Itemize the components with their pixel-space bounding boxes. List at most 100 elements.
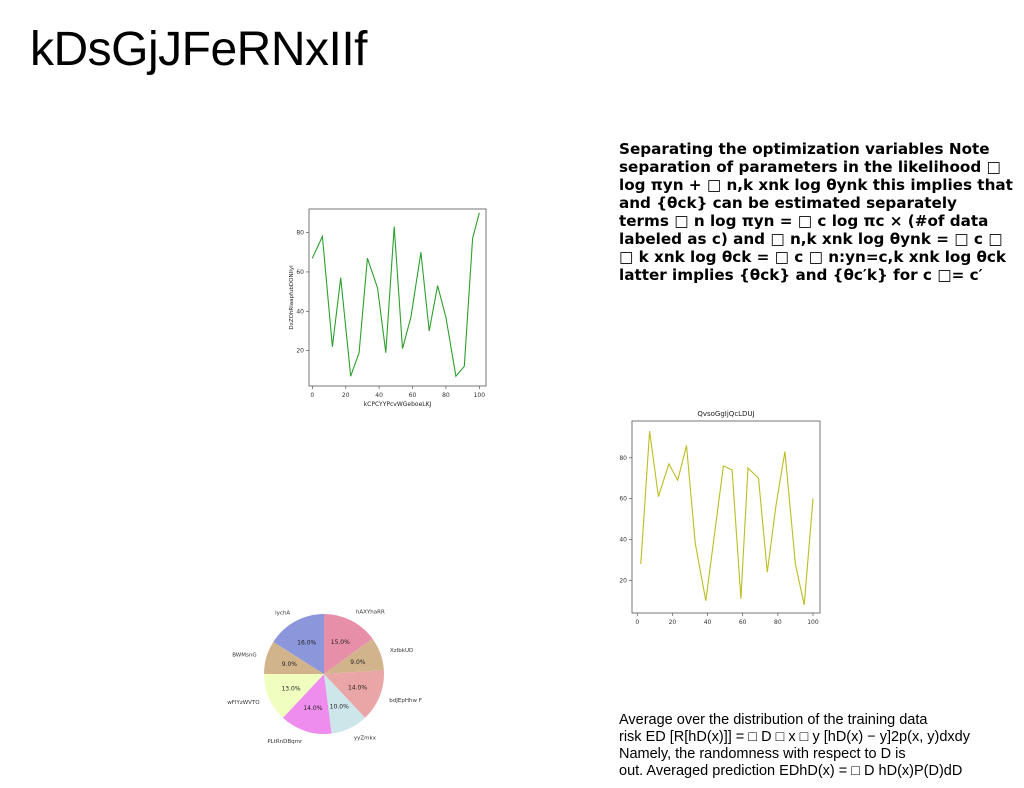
paragraph-line: Average over the distribution of the tra… [619,712,928,728]
data-point [410,316,412,318]
pie-slice [324,614,373,674]
data-point [393,226,395,227]
paragraph-line: latter implies {θck} and {θc′k} for c □=… [619,266,983,284]
paragraph-line: □ k xnk log θck = □ c □ n:yn=c,k xnk log… [619,248,1007,266]
pie-slice [282,674,332,735]
paragraph-line: out. Averaged prediction EDhD(x) = □ D h… [619,763,963,779]
pie-pct-label: 9.0% [350,659,366,666]
paragraph-line: Namely, the randomness with respect to D… [619,746,906,762]
data-point [463,366,465,367]
data-point [784,451,786,452]
page-title: kDsGjJFeRNxIIf [30,23,368,76]
paragraph-line: labeled as c) and □ n,k xnk log θynk = □… [619,230,1003,248]
chart-title: QvsoGgIjQcLDUJ [697,410,754,418]
x-tick-label: 60 [739,619,747,626]
pie-slice [324,638,384,674]
x-tick-label: 40 [704,619,712,626]
x-tick-label: 40 [375,392,383,399]
data-point [723,465,724,467]
data-point [740,598,742,600]
data-point [694,543,696,544]
pie-pct-label: 15.0% [331,639,350,646]
x-tick-label: 80 [774,619,782,626]
data-point [312,257,313,259]
plot-frame [308,208,487,387]
data-point [758,477,759,479]
y-tick-label: 80 [619,455,627,462]
pie-slice-label: bdJEpHhw F [389,698,422,704]
pie-chart: 15.0% hAXYhaRR 9.0% XzIbkUD 14.0% bdJEpHhw F 1… [227,610,422,745]
pie-pct-label: 10.0% [330,704,349,711]
y-tick-label: 40 [619,536,627,543]
data-point [812,498,814,499]
x-tick-label: 0 [310,392,314,399]
data-point [677,479,678,481]
paragraph-bottom: Average over the distribution of the tra… [619,712,1024,780]
line-chart-green: 0 20 40 60 80 100 20 40 60 80 kCPCYYPcvWGeboeLKJ Dx… [289,208,487,408]
data-point [766,571,768,573]
plot-frame [631,420,821,614]
y-tick-label: 20 [296,348,304,355]
pie-pct-label: 14.0% [303,705,322,712]
data-point [479,212,480,214]
data-point [658,496,659,497]
data-point [472,238,473,239]
x-tick-label: 100 [474,392,486,399]
data-point [340,277,342,279]
paragraph-line: Separating the optimization variables No… [619,140,990,158]
data-point [803,604,805,606]
x-tick-label: 100 [807,619,819,626]
pie-slice [324,670,384,718]
data-point [437,285,438,286]
pie-slice-label: lychA [275,611,290,617]
data-point [332,346,333,347]
pie-slice [264,674,324,718]
data-point [385,352,387,353]
data-point [445,316,447,318]
paragraph-line: log πyn + □ n,k xnk log θynk this implie… [619,176,1013,194]
y-axis-label: DxZOhRlaapfubDONIIyl [289,265,295,330]
pie-slice-label: BWMsnG [232,652,256,658]
data-point [322,236,323,237]
data-point [428,330,430,332]
pie-slice-label: PLtRnDBqmr [267,739,303,745]
data-point [747,467,749,469]
data-point [795,563,796,565]
data-point [705,600,707,602]
x-axis-label: kCPCYYPcvWGeboeLKJ [364,401,432,408]
paragraph-top: Separating the optimization variables No… [619,140,1024,284]
pie-pct-label: 16.0% [297,640,316,647]
x-tick-label: 20 [342,392,350,399]
pie-pct-label: 14.0% [348,684,367,691]
data-point [640,563,642,565]
pie-pct-label: 13.0% [281,685,300,692]
data-point [350,375,352,377]
data-point [731,469,733,471]
data-point [420,251,422,253]
y-tick-label: 60 [619,496,627,503]
y-tick-label: 80 [296,230,304,237]
pie-slice [324,674,366,734]
data-point [686,445,687,446]
data-point [358,352,360,353]
line-chart-yellow: 0 20 40 60 80 100 20 40 60 80 QvsoGgIjQcLDUJ [619,410,821,626]
x-tick-label: 80 [442,392,450,399]
paragraph-line: and {θck} can be estimated separately [619,194,957,212]
paragraph-line: separation of parameters in the likeliho… [619,158,1001,176]
pie-slice [264,641,324,674]
x-tick-label: 0 [635,619,639,626]
pie-slice-label: XzIbkUD [390,648,413,654]
pie-slice [273,614,324,674]
paragraph-line: terms □ n log πyn = □ c log πc × (#of da… [619,212,989,230]
y-tick-label: 40 [296,308,304,315]
series-line [640,431,814,605]
data-point [668,463,670,465]
data-point [775,504,777,506]
data-point [377,287,378,288]
y-tick-label: 20 [619,577,627,584]
pie-slice-label: yyZmkx [354,736,377,742]
pie-slice-label: hAXYhaRR [356,610,385,616]
x-tick-label: 20 [669,619,677,626]
pie-pct-label: 9.0% [282,661,298,668]
paragraph-line: risk ED [R[hD(x)]] = □ D □ x □ y [hD(x) … [619,729,970,745]
